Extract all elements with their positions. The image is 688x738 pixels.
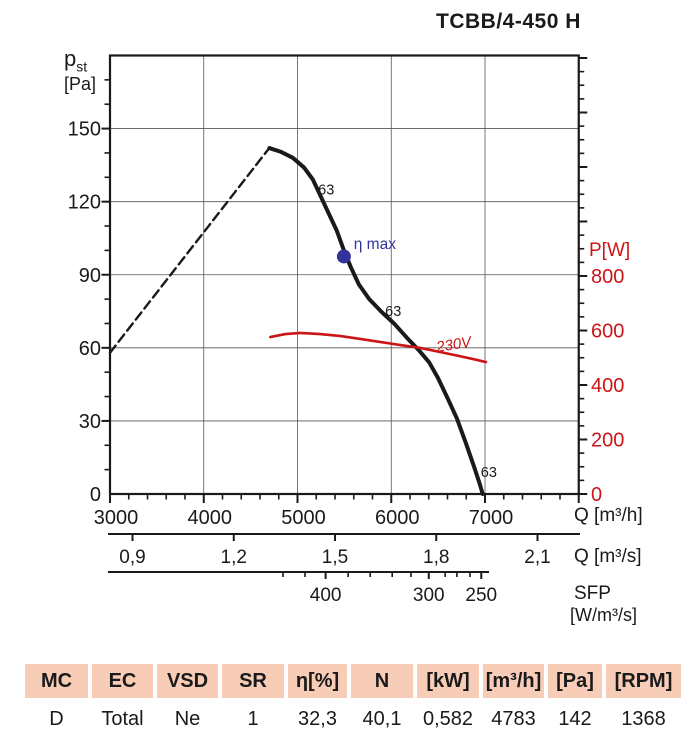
y-axis-right-title: P[W] (589, 240, 631, 261)
y-left-unit: [Pa] (64, 74, 97, 95)
flow-s-tick-label: 1,8 (423, 547, 449, 568)
y-left-tick-label: 60 (79, 338, 101, 360)
y-left-tick-label: 120 (68, 192, 101, 214)
speed-label: 63 (385, 304, 401, 320)
eta-max-label: η max (354, 236, 396, 253)
x-bottom-tick-label: 6000 (375, 507, 420, 529)
chart-canvas: 0 30 60 90 120 150 3000 4000 5000 6000 7000 0 200 400… (68, 54, 624, 606)
table-header-col-1: EC (92, 664, 153, 698)
table-header-col-8: [Pa] (548, 664, 602, 698)
sfp-tick-label: 300 (413, 585, 445, 606)
table-cell-col-4: 32,3 (288, 701, 347, 737)
y-left-symbol-sub: st (76, 58, 88, 75)
x-bottom-tick-label: 3000 (94, 507, 139, 529)
table-header-col-2: VSD (157, 664, 218, 698)
table-cell-col-0: D (25, 701, 88, 737)
x-axis-title-m3h: Q [m³/h] (574, 505, 643, 526)
fan-curve-extension-series (108, 146, 272, 354)
table-header-col-3: SR (222, 664, 284, 698)
sfp-tick-label: 250 (465, 585, 497, 606)
table-cell-col-7: 4783 (483, 701, 544, 737)
x-axis-title-m3s: Q [m³/s] (574, 546, 642, 567)
flow-s-tick-label: 1,5 (322, 547, 348, 568)
chart-title: TCBB/4-450 H (436, 10, 581, 33)
x-bottom-tick-label: 4000 (188, 507, 233, 529)
y-right-tick-label: 200 (591, 430, 624, 452)
table-header-col-7: [m³/h] (483, 664, 544, 698)
table-cell-col-8: 142 (548, 701, 602, 737)
y-right-tick-label: 800 (591, 266, 624, 288)
table-cell-col-5: 40,1 (351, 701, 413, 737)
y-right-tick-label: 600 (591, 321, 624, 343)
flow-s-tick-label: 0,9 (119, 547, 145, 568)
x-bottom-tick-label: 5000 (281, 507, 326, 529)
eta-max-marker (336, 249, 351, 264)
y-left-symbol: p (64, 46, 77, 71)
table-header-col-9: [RPM] (606, 664, 681, 698)
table-cell-col-3: 1 (222, 701, 284, 737)
spec-table: MC EC VSD SR η[%] N [kW] [m³/h] [Pa] [RPM] D Total N… (25, 664, 685, 737)
y-axis-left-title: pst [Pa] (64, 46, 97, 95)
x-bottom-tick-label: 7000 (469, 507, 514, 529)
y-left-tick-label: 150 (68, 119, 101, 141)
power-voltage-label: 230V (434, 333, 474, 356)
table-header-col-5: N (351, 664, 413, 698)
flow-s-tick-label: 2,1 (524, 547, 550, 568)
y-left-tick-label: 90 (79, 265, 101, 287)
table-header-col-4: η[%] (288, 664, 347, 698)
table-cell-col-9: 1368 (606, 701, 681, 737)
sfp-tick-label: 400 (310, 585, 342, 606)
table-header-col-6: [kW] (417, 664, 479, 698)
table-cell-col-1: Total (92, 701, 153, 737)
flow-s-tick-label: 1,2 (221, 547, 247, 568)
fan-curve-series (267, 146, 485, 496)
table-cell-col-2: Ne (157, 701, 218, 737)
sfp-axis-unit: [W/m³/s] (570, 605, 637, 625)
table-cell-col-6: 0,582 (417, 701, 479, 737)
y-left-tick-label: 30 (79, 411, 101, 433)
y-right-tick-label: 400 (591, 375, 624, 397)
speed-label: 63 (481, 465, 497, 481)
speed-label: 63 (318, 182, 334, 198)
power-curve-230V-series (269, 331, 488, 364)
table-header-col-0: MC (25, 664, 88, 698)
sfp-axis-title: SFP (574, 583, 611, 604)
y-left-tick-label: 0 (90, 484, 101, 506)
y-right-tick-label: 0 (591, 484, 602, 506)
